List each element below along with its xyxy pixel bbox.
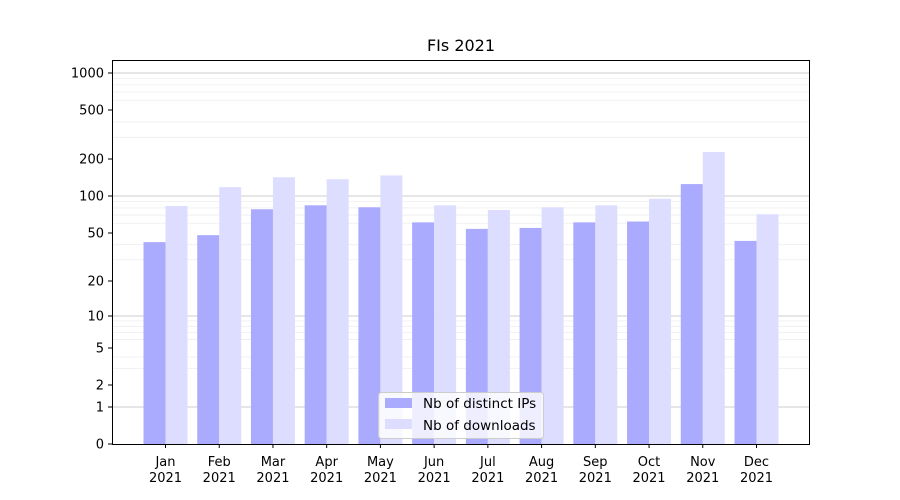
y-tick-label: 100 — [79, 190, 104, 205]
bar-distinct-ips — [250, 209, 273, 444]
x-tick-label: Oct 2021 — [632, 455, 665, 486]
x-tick-label: May 2021 — [364, 455, 397, 486]
legend-box — [378, 392, 544, 439]
bar-downloads — [702, 151, 725, 444]
y-tick-label: 20 — [87, 275, 104, 290]
legend-label-downloads: Nb of downloads — [423, 418, 536, 434]
y-tick-label: 0 — [96, 438, 104, 453]
bar-downloads — [165, 205, 188, 444]
bar-downloads — [434, 205, 457, 444]
plot-frame — [112, 60, 810, 445]
bar-distinct-ips — [519, 227, 542, 444]
bar-downloads — [487, 209, 510, 444]
bar-distinct-ips — [573, 222, 596, 444]
x-axis: Jan 2021 Feb 2021 Mar 2021 Apr 2021 May 2021 Jun 20… — [149, 444, 773, 486]
bar-distinct-ips — [304, 205, 327, 444]
y-axis: 0 1 2 5 10 20 50 100 200 500 1000 — [71, 67, 112, 453]
x-tick-label: Aug 2021 — [525, 455, 558, 486]
bar-downloads — [756, 214, 779, 444]
legend: Nb of distinct IPs Nb of downloads — [378, 392, 544, 439]
bar-downloads — [272, 177, 295, 444]
bar-distinct-ips — [358, 207, 381, 444]
bar-distinct-ips — [465, 228, 488, 444]
y-tick-label: 200 — [79, 153, 104, 168]
x-tick-label: Dec 2021 — [740, 455, 773, 486]
y-tick-label: 50 — [87, 227, 104, 242]
x-tick-label: Feb 2021 — [203, 455, 236, 486]
bar-distinct-ips — [734, 240, 757, 444]
legend-label-ips: Nb of distinct IPs — [423, 396, 536, 412]
legend-swatch-ips — [385, 398, 412, 408]
bar-downloads — [595, 205, 618, 444]
x-tick-label: Jan 2021 — [149, 455, 182, 486]
legend-swatch-downloads — [385, 419, 412, 429]
y-tick-label: 2 — [96, 379, 104, 394]
bar-downloads — [649, 198, 672, 444]
x-tick-label: Apr 2021 — [310, 455, 343, 486]
x-tick-label: Sep 2021 — [579, 455, 612, 486]
x-tick-label: Jul 2021 — [471, 455, 504, 486]
bar-distinct-ips — [412, 222, 435, 444]
y-tick-label: 1 — [96, 401, 104, 416]
y-tick-label: 500 — [79, 104, 104, 119]
bar-downloads — [219, 187, 242, 444]
bar-distinct-ips — [627, 221, 650, 444]
y-tick-label: 5 — [96, 342, 104, 357]
x-tick-label: Nov 2021 — [686, 455, 719, 486]
x-tick-label: Jun 2021 — [418, 455, 451, 486]
bar-downloads — [541, 207, 564, 444]
bar-downloads — [326, 179, 349, 444]
x-tick-label: Mar 2021 — [256, 455, 289, 486]
bar-distinct-ips — [680, 184, 703, 444]
y-tick-label: 10 — [87, 310, 104, 325]
bar-distinct-ips — [197, 235, 220, 444]
bar-downloads — [380, 175, 403, 444]
y-tick-label: 1000 — [71, 67, 104, 82]
chart-title: FIs 2021 — [427, 36, 495, 55]
bars-layer — [143, 151, 779, 444]
bar-distinct-ips — [143, 242, 166, 444]
